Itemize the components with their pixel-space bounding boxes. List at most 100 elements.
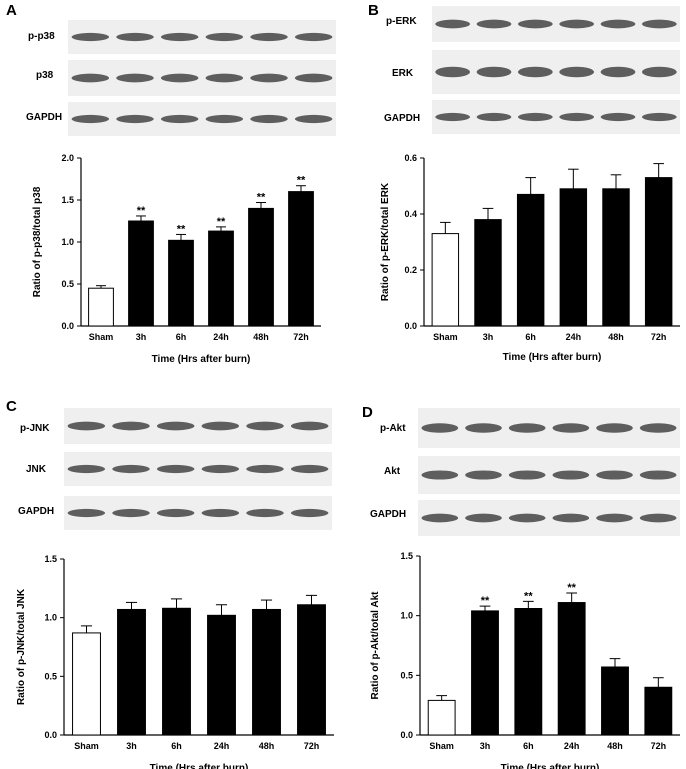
blot-band <box>201 464 240 474</box>
western-blot-image <box>64 452 332 486</box>
blot-band <box>250 32 288 42</box>
x-tick-label: 6h <box>523 741 534 751</box>
blot-band <box>552 470 590 480</box>
blot-label: p-p38 <box>28 31 55 42</box>
blot-band <box>71 114 110 124</box>
y-tick-label: 2.0 <box>61 153 74 163</box>
blot-band <box>559 112 595 122</box>
y-tick-label: 0.0 <box>61 321 74 331</box>
blot-band <box>596 470 633 480</box>
western-blot-image <box>68 102 336 136</box>
blot-band <box>476 112 512 122</box>
bar <box>427 699 456 736</box>
blot-band <box>71 32 110 42</box>
x-tick-label: 3h <box>483 332 494 342</box>
blot-band <box>517 19 553 29</box>
bar <box>88 287 114 327</box>
blot-band <box>116 114 154 124</box>
western-blot-image <box>418 408 680 448</box>
blot-band <box>67 421 106 431</box>
western-blot-image <box>432 50 680 94</box>
y-tick-label: 1.5 <box>400 551 413 561</box>
blot-band <box>246 421 284 431</box>
x-tick-label: 24h <box>564 741 580 751</box>
bar <box>248 207 274 327</box>
blot-band <box>290 508 329 518</box>
y-tick-label: 0.2 <box>404 265 417 275</box>
blot-label: JNK <box>26 464 47 475</box>
y-tick-label: 0.4 <box>404 209 417 219</box>
x-tick-label: Sham <box>74 741 99 751</box>
western-blot-image <box>418 456 680 494</box>
western-blot-image <box>432 6 680 42</box>
significance-marker: ** <box>481 595 490 607</box>
bar <box>601 666 629 736</box>
blot-band <box>639 470 677 480</box>
y-tick-label: 1.0 <box>400 611 413 621</box>
y-tick-label: 0.0 <box>44 730 57 740</box>
significance-marker: ** <box>524 590 533 602</box>
blot-band <box>201 508 240 518</box>
x-tick-label: 3h <box>480 741 491 751</box>
blot-band <box>641 19 677 29</box>
blot-band <box>246 508 284 518</box>
blot-band <box>596 513 633 523</box>
bar <box>559 188 588 327</box>
blot-band <box>596 423 633 433</box>
blot-band <box>517 112 553 122</box>
blot-band <box>250 114 288 124</box>
panel-letter: C <box>6 398 17 415</box>
x-tick-label: 24h <box>214 741 230 751</box>
blot-band <box>435 66 471 78</box>
y-tick-label: 0.6 <box>404 153 417 163</box>
y-tick-label: 0.0 <box>400 730 413 740</box>
blot-band <box>435 19 471 29</box>
x-tick-label: 48h <box>608 332 624 342</box>
blot-band <box>112 508 150 518</box>
significance-marker: ** <box>257 192 266 204</box>
x-tick-label: Sham <box>89 332 114 342</box>
blot-band <box>435 112 471 122</box>
blot-band <box>67 464 106 474</box>
y-tick-label: 0.5 <box>400 670 413 680</box>
x-tick-label: 72h <box>651 741 667 751</box>
blot-band <box>465 513 502 523</box>
blot-band <box>112 464 150 474</box>
x-tick-label: 3h <box>136 332 147 342</box>
blot-band <box>290 464 329 474</box>
western-blot-image <box>64 496 332 530</box>
blot-label: p-ERK <box>386 16 417 27</box>
y-axis-title: Ratio of p-JNK/total JNK <box>16 588 27 705</box>
blot-band <box>559 66 595 78</box>
bar-chart: 0.0 0.5 1.0 1.5 Sham 3h 6h 24h 48h 72h Time (Hrs a… <box>16 554 334 769</box>
blot-band <box>639 513 677 523</box>
significance-marker: ** <box>297 175 306 187</box>
western-blot-image <box>68 60 336 96</box>
significance-marker: ** <box>137 205 146 217</box>
bar <box>162 607 191 736</box>
x-tick-label: Sham <box>433 332 458 342</box>
blot-band <box>476 66 512 78</box>
x-axis-title: Time (Hrs after burn) <box>501 763 600 769</box>
x-tick-label: 48h <box>607 741 623 751</box>
blot-band <box>116 32 154 42</box>
blot-band <box>160 114 199 124</box>
blot-band <box>160 32 199 42</box>
panel-letter: A <box>6 2 17 19</box>
western-blot-image <box>418 500 680 536</box>
x-tick-label: 24h <box>566 332 582 342</box>
x-tick-label: 72h <box>304 741 320 751</box>
blot-label: GAPDH <box>18 506 55 517</box>
blot-band <box>508 470 546 480</box>
significance-marker: ** <box>567 582 576 594</box>
x-axis-title: Time (Hrs after burn) <box>150 763 249 769</box>
y-tick-label: 1.5 <box>61 195 74 205</box>
x-axis-title: Time (Hrs after burn) <box>152 354 251 365</box>
western-blot-image <box>64 408 332 444</box>
y-tick-label: 0.0 <box>404 321 417 331</box>
x-tick-label: 24h <box>213 332 229 342</box>
blot-band <box>156 464 195 474</box>
blot-label: p38 <box>36 70 54 81</box>
y-axis-title: Ratio of p-Akt/total Akt <box>370 591 381 700</box>
blot-band <box>116 73 154 83</box>
